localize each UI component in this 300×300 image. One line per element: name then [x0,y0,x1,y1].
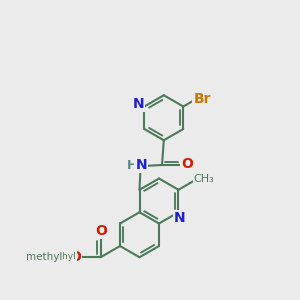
Text: O: O [181,158,193,171]
Text: methyl: methyl [44,252,76,261]
Text: N: N [133,97,144,111]
Text: O: O [69,250,81,264]
Text: H: H [127,159,137,172]
Text: O: O [95,224,107,239]
Text: N: N [135,158,147,172]
Text: CH₃: CH₃ [194,174,214,184]
Text: N: N [174,211,185,225]
Text: Br: Br [193,92,211,106]
Text: methyl: methyl [26,252,63,262]
